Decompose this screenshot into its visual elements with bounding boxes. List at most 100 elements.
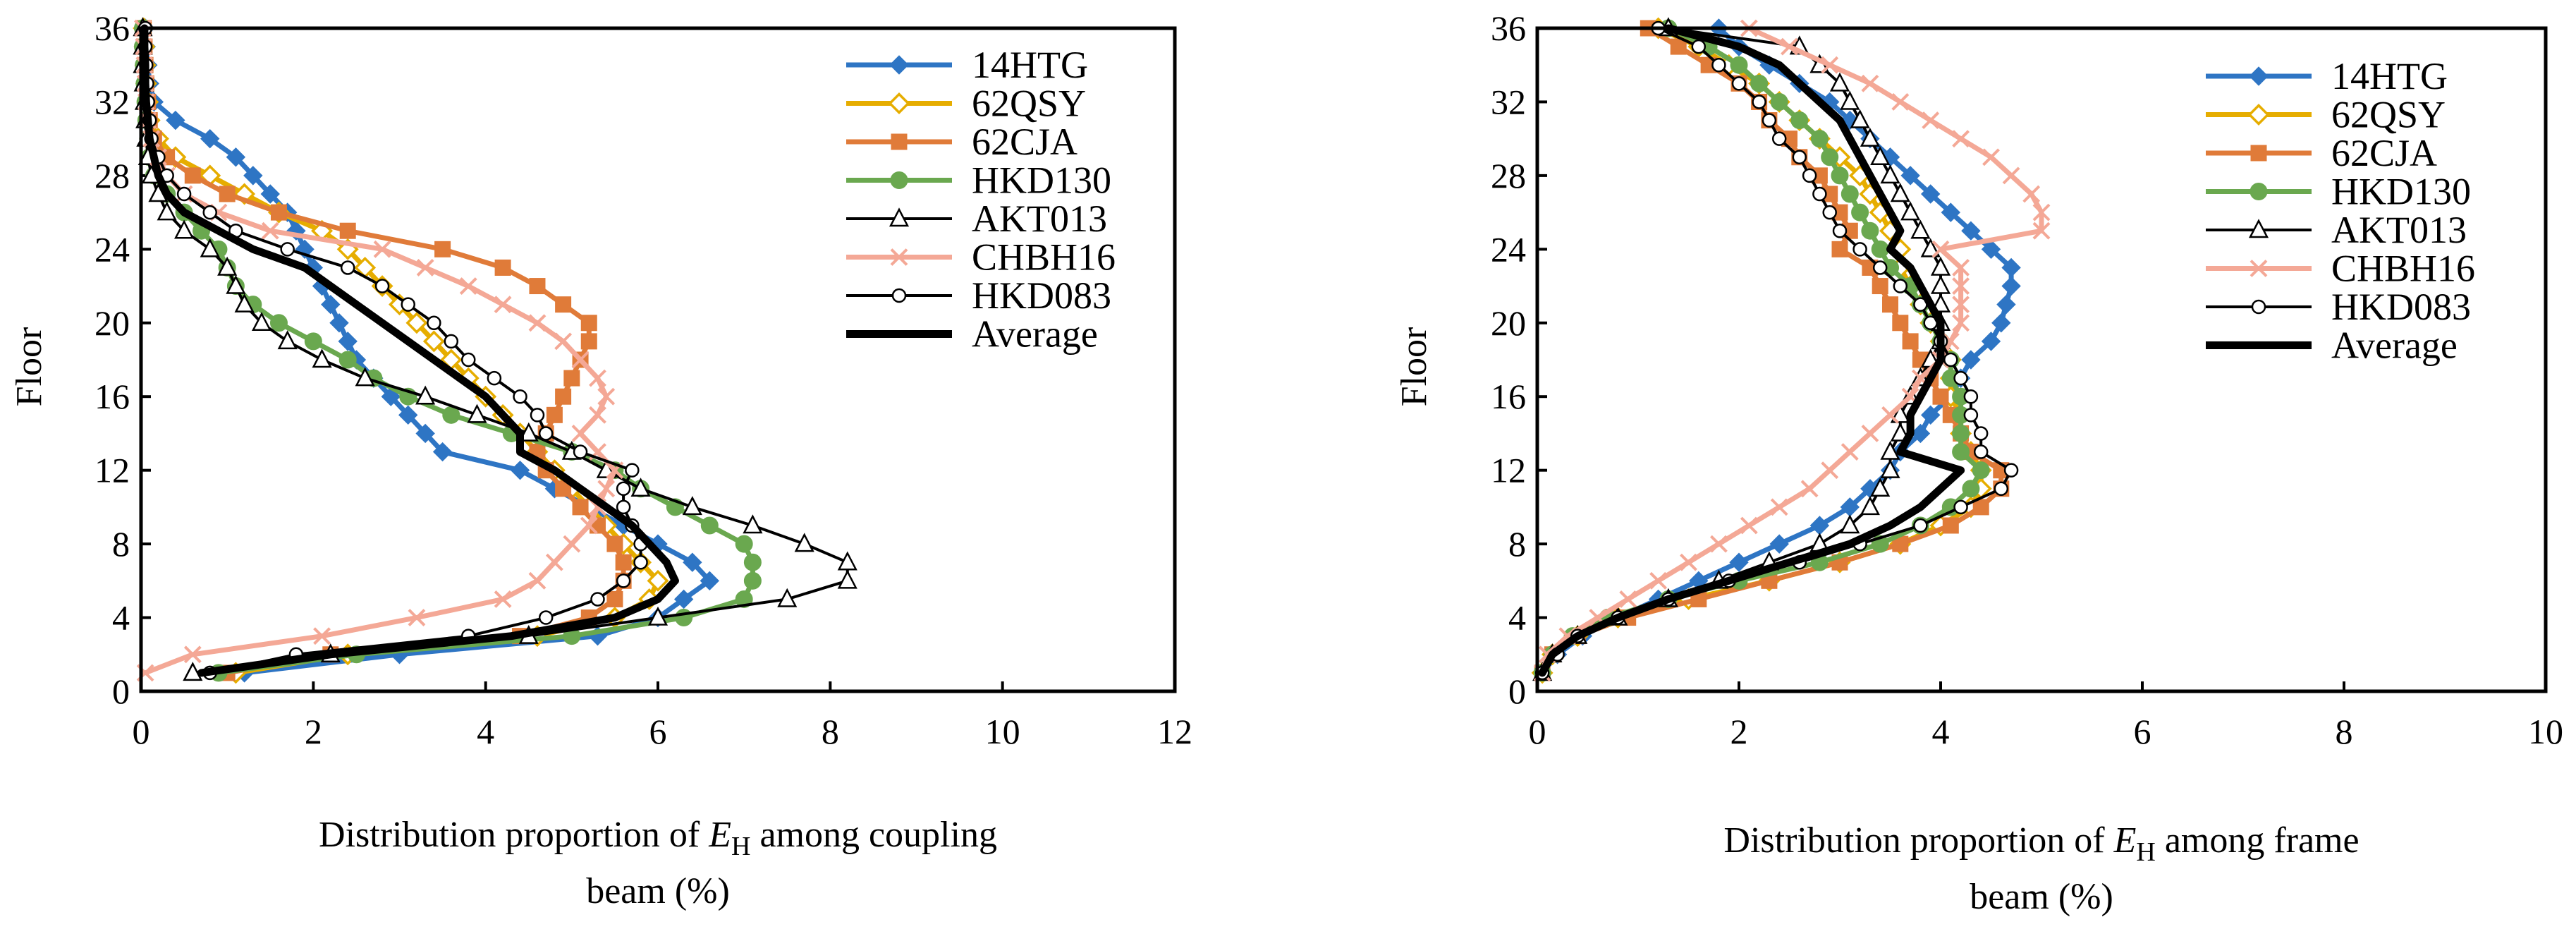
left-point-akt013 <box>518 422 539 442</box>
left-line-chbh16 <box>140 25 618 676</box>
right-point-chbh16 <box>1982 148 2000 166</box>
right-series-average <box>1538 24 1965 677</box>
right-y-axis-label: Floor <box>1394 327 1434 407</box>
right-y-tick-label: 16 <box>1491 377 1526 416</box>
right-point-hkd130 <box>1972 461 1990 480</box>
left-point-hkd130 <box>269 314 288 332</box>
right-point-hkd083 <box>1852 242 1867 257</box>
right-x-tick-label: 8 <box>2336 712 2353 751</box>
right-y-tick-label: 32 <box>1491 82 1526 121</box>
left-point-hkd083 <box>616 573 631 588</box>
right-point-chbh16 <box>1841 443 1859 461</box>
left-legend-entry-akt013: AKT013 <box>846 198 1107 240</box>
right-point-hkd083 <box>1771 131 1787 146</box>
right-point-chbh16 <box>1770 498 1788 516</box>
left-x-tick-label: 12 <box>1157 712 1192 751</box>
right-point-akt013 <box>1880 459 1900 478</box>
left-point-akt013 <box>837 569 857 589</box>
right-point-hkd130 <box>1821 148 1839 166</box>
right-x-tick-label: 6 <box>2134 712 2151 751</box>
left-point-14htg <box>338 332 358 351</box>
right-point-14htg <box>1981 239 2001 260</box>
left-x-tick-label: 8 <box>822 712 839 751</box>
left-point-hkd083 <box>530 408 545 423</box>
left-legend-label: AKT013 <box>972 198 1107 240</box>
left-point-14htg <box>683 552 702 572</box>
left-legend-entry-62qsy: 62QSY <box>846 83 1086 125</box>
left-point-14htg <box>398 405 418 425</box>
left-point-62qsy <box>405 312 428 334</box>
left-legend-marker <box>891 133 908 150</box>
right-legend-label: HKD083 <box>2331 286 2471 328</box>
right-point-14htg <box>1729 552 1749 572</box>
left-point-hkd083 <box>487 370 502 386</box>
right-point-62cja <box>1932 388 1949 405</box>
left-point-62cja <box>219 186 236 202</box>
left-point-hkd083 <box>374 279 390 293</box>
right-point-hkd130 <box>1962 480 1980 498</box>
right-point-hkd083 <box>1913 518 1928 533</box>
right-point-14htg <box>1991 313 2011 333</box>
left-legend-entry-average: Average <box>846 313 1098 356</box>
left-legend: 14HTG62QSY62CJAHKD130AKT013CHBH16HKD083A… <box>846 44 1116 356</box>
right-point-hkd130 <box>1952 424 1970 442</box>
left-legend-label: 62QSY <box>972 83 1086 125</box>
left-point-chbh16 <box>373 240 391 258</box>
right-x-tick-label: 10 <box>2528 712 2563 751</box>
left-line-hkd083 <box>144 27 642 674</box>
right-y-tick-label: 28 <box>1491 156 1526 195</box>
right-point-chbh16 <box>1952 130 1970 148</box>
left-point-14htg <box>226 147 246 167</box>
right-point-chbh16 <box>1619 590 1637 608</box>
right-line-average <box>1538 24 1965 677</box>
left-point-hkd130 <box>700 516 719 535</box>
left-point-hkd083 <box>460 352 476 368</box>
right-point-chbh16 <box>1931 240 1950 258</box>
right-point-akt013 <box>1840 90 1860 110</box>
left-point-14htg <box>700 571 720 591</box>
left-point-akt013 <box>277 330 298 350</box>
right-point-62cja <box>1892 315 1909 332</box>
left-legend-label: HKD130 <box>972 159 1111 202</box>
left-point-akt013 <box>415 385 436 405</box>
left-point-akt013 <box>682 496 702 516</box>
right-point-chbh16 <box>1881 406 1899 424</box>
right-point-chbh16 <box>1821 461 1839 480</box>
left-y-tick-label: 16 <box>94 377 130 416</box>
left-point-hkd130 <box>338 351 357 369</box>
right-point-akt013 <box>1920 238 1941 257</box>
left-point-14htg <box>321 294 341 315</box>
left-legend-marker <box>889 55 909 75</box>
left-legend-entry-hkd083: HKD083 <box>846 274 1111 317</box>
left-point-62cja <box>529 278 546 295</box>
right-point-chbh16 <box>1781 37 1798 56</box>
right-point-hkd083 <box>1953 370 1968 386</box>
left-legend-marker <box>888 92 910 114</box>
right-point-hkd083 <box>1893 279 1908 293</box>
right-point-14htg <box>1920 405 1941 425</box>
right-point-chbh16 <box>1891 93 1910 111</box>
left-x-label-pre: Distribution proportion of <box>319 815 709 855</box>
left-x-tick-label: 0 <box>133 712 150 751</box>
left-point-62cja <box>270 204 287 221</box>
left-point-chbh16 <box>554 332 573 351</box>
right-point-chbh16 <box>2032 203 2051 221</box>
left-point-chbh16 <box>580 516 598 535</box>
left-point-chbh16 <box>459 277 477 295</box>
right-point-hkd083 <box>1822 205 1837 220</box>
right-point-14htg <box>2001 276 2021 296</box>
right-point-chbh16 <box>1952 296 1970 314</box>
left-point-62cja <box>339 222 356 239</box>
left-point-akt013 <box>234 293 255 312</box>
right-point-hkd130 <box>1831 166 1849 185</box>
left-point-akt013 <box>777 588 798 607</box>
left-point-chbh16 <box>494 296 512 314</box>
left-point-hkd083 <box>280 242 295 257</box>
left-point-chbh16 <box>261 221 279 240</box>
left-y-axis-label: Floor <box>9 327 49 407</box>
right-point-akt013 <box>1930 274 1951 294</box>
left-point-akt013 <box>200 238 220 257</box>
